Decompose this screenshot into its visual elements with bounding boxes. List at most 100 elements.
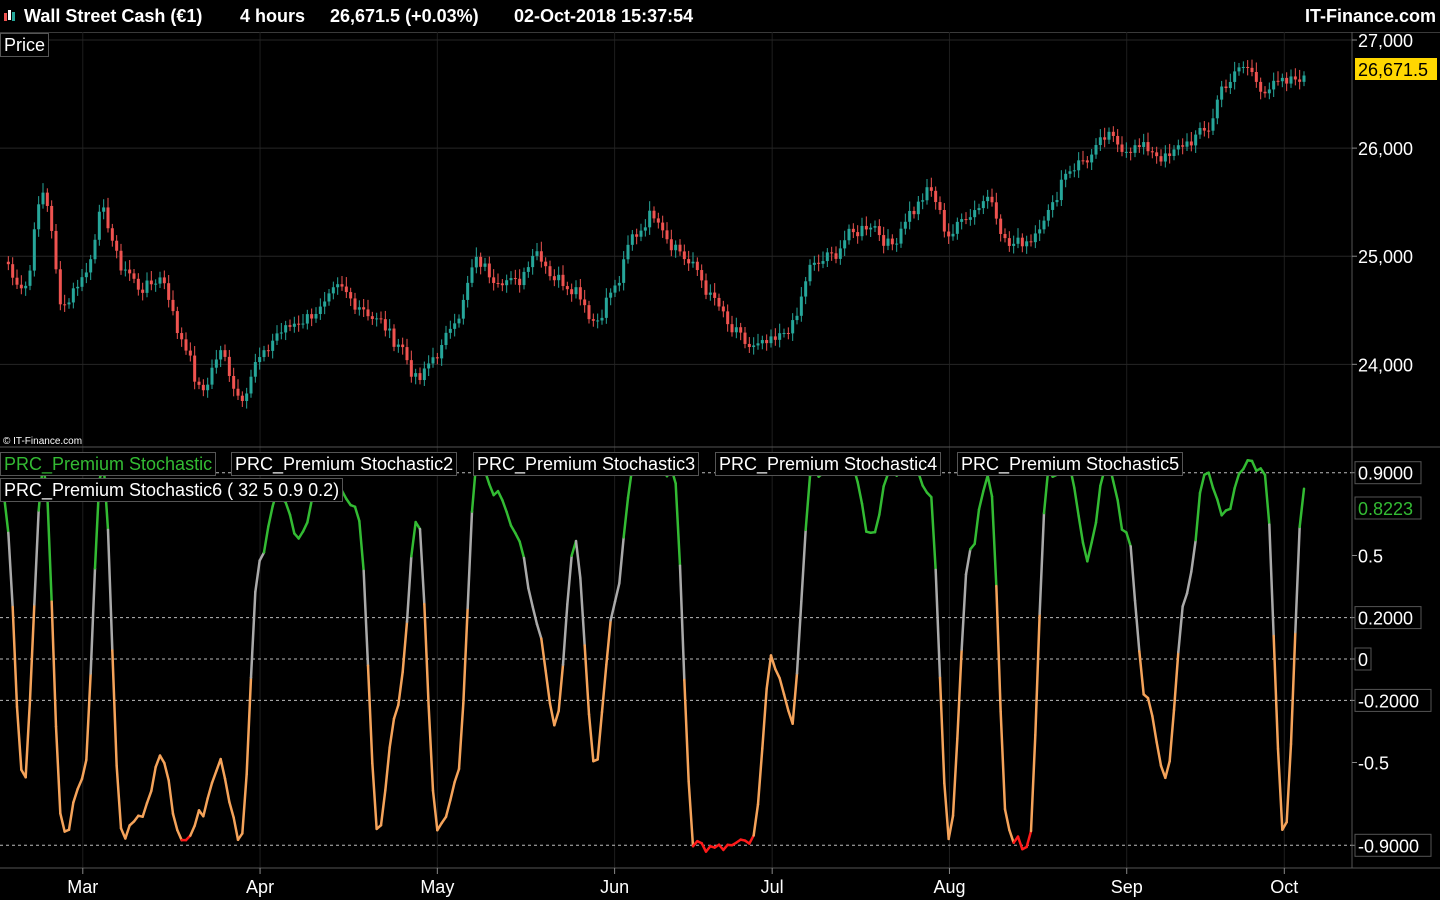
candle-body xyxy=(336,284,340,288)
candle-body xyxy=(557,274,561,281)
candle-body xyxy=(89,259,93,273)
candle-body xyxy=(708,292,712,295)
osc-segment xyxy=(371,762,378,831)
candle-body xyxy=(396,344,400,347)
x-tick-label: Jun xyxy=(600,877,629,897)
osc-segment xyxy=(1242,459,1249,471)
indicator-label-4[interactable]: PRC_Premium Stochastic4 xyxy=(715,452,942,476)
osc-segment xyxy=(769,654,777,671)
candle-body xyxy=(184,339,188,351)
osc-segment xyxy=(223,777,231,804)
osc-segment xyxy=(423,602,430,708)
candle-body xyxy=(1172,149,1176,156)
candle-body xyxy=(743,332,747,344)
osc-segment xyxy=(1155,740,1163,768)
candle-body xyxy=(583,299,587,306)
indicator-label-2[interactable]: PRC_Premium Stochastic2 xyxy=(231,452,458,476)
candle-body xyxy=(370,316,374,319)
candle-body xyxy=(903,221,907,229)
candle-body xyxy=(613,285,617,293)
osc-segment xyxy=(995,584,1002,714)
price-tick-label: 25,000 xyxy=(1358,247,1413,267)
osc-segment xyxy=(176,828,183,842)
osc-segment xyxy=(466,510,474,610)
candle-body xyxy=(167,283,171,300)
candle-body xyxy=(284,325,288,333)
osc-segment xyxy=(401,620,409,674)
indicator-label-6[interactable]: PRC_Premium Stochastic6 ( 32 5 0.9 0.2) xyxy=(0,478,344,502)
candle-body xyxy=(591,319,595,321)
candle-body xyxy=(275,333,279,341)
candle-body xyxy=(262,350,266,358)
osc-segment xyxy=(605,619,612,667)
candle-body xyxy=(726,311,730,325)
timeframe-label[interactable]: 4 hours xyxy=(240,6,306,26)
osc-segment xyxy=(860,502,868,533)
osc-segment xyxy=(977,489,985,511)
candle-body xyxy=(492,277,496,283)
osc-segment xyxy=(878,485,885,516)
candle-body xyxy=(158,277,162,284)
candle-body xyxy=(80,277,84,287)
osc-segment xyxy=(167,779,175,816)
osc-segment xyxy=(1073,486,1080,518)
candle-body xyxy=(67,302,71,305)
candle-body xyxy=(483,263,487,267)
candle-body xyxy=(895,243,899,245)
candle-body xyxy=(297,323,301,325)
osc-segment xyxy=(7,531,14,609)
candle-body xyxy=(24,285,28,289)
indicator-label-1[interactable]: PRC_Premium Stochastic xyxy=(0,452,217,476)
candle-body xyxy=(752,345,756,348)
candle-body xyxy=(1220,86,1224,100)
candle-body xyxy=(687,259,691,264)
candle-body xyxy=(886,238,890,246)
osc-segment xyxy=(1112,480,1119,502)
oscillator-levels xyxy=(0,472,1352,846)
osc-segment xyxy=(297,530,305,540)
candle-body xyxy=(206,384,210,391)
oscillator-axis: 0.9000 0.5 0.2000 0 -0.2000 -0.5 -0.9000 xyxy=(1352,461,1432,857)
candle-body xyxy=(1267,89,1271,94)
candle-body xyxy=(535,251,539,256)
osc-segment xyxy=(778,676,786,696)
candle-body xyxy=(6,261,10,265)
osc-segment xyxy=(141,801,149,818)
candle-body xyxy=(1276,80,1280,82)
osc-segment xyxy=(795,600,803,675)
candle-body xyxy=(288,325,292,327)
candle-body xyxy=(123,269,127,271)
osc-segment xyxy=(1194,491,1202,542)
candle-body xyxy=(301,323,305,325)
candle-body xyxy=(266,350,270,352)
osc-segment xyxy=(1090,521,1098,544)
osc-segment xyxy=(1190,538,1197,573)
osc-segment xyxy=(1133,599,1141,653)
x-tick-label: Oct xyxy=(1270,877,1298,897)
osc-segment xyxy=(1294,525,1301,634)
osc-segment xyxy=(1025,829,1033,849)
osc-tick-label: -0.2000 xyxy=(1358,691,1419,711)
osc-segment xyxy=(1285,742,1293,824)
osc-segment xyxy=(531,605,539,626)
osc-segment xyxy=(1185,570,1193,595)
osc-segment xyxy=(1008,828,1015,844)
indicator-label-3[interactable]: PRC_Premium Stochastic3 xyxy=(473,452,700,476)
candle-body xyxy=(808,264,812,282)
candles-icon xyxy=(4,10,15,21)
osc-segment xyxy=(518,540,526,560)
osc-segment xyxy=(1276,747,1284,831)
candle-body xyxy=(1181,145,1185,147)
candle-body xyxy=(375,318,379,320)
candle-body xyxy=(812,262,816,265)
candle-body xyxy=(1211,118,1215,131)
indicator-label-5[interactable]: PRC_Premium Stochastic5 xyxy=(957,452,1184,476)
osc-segment xyxy=(782,692,790,712)
osc-segment xyxy=(1207,471,1215,490)
candle-body xyxy=(994,202,998,219)
candle-body xyxy=(414,373,418,377)
candle-body xyxy=(756,343,760,346)
osc-segment xyxy=(228,800,235,819)
price-panel-label[interactable]: Price xyxy=(0,33,50,57)
